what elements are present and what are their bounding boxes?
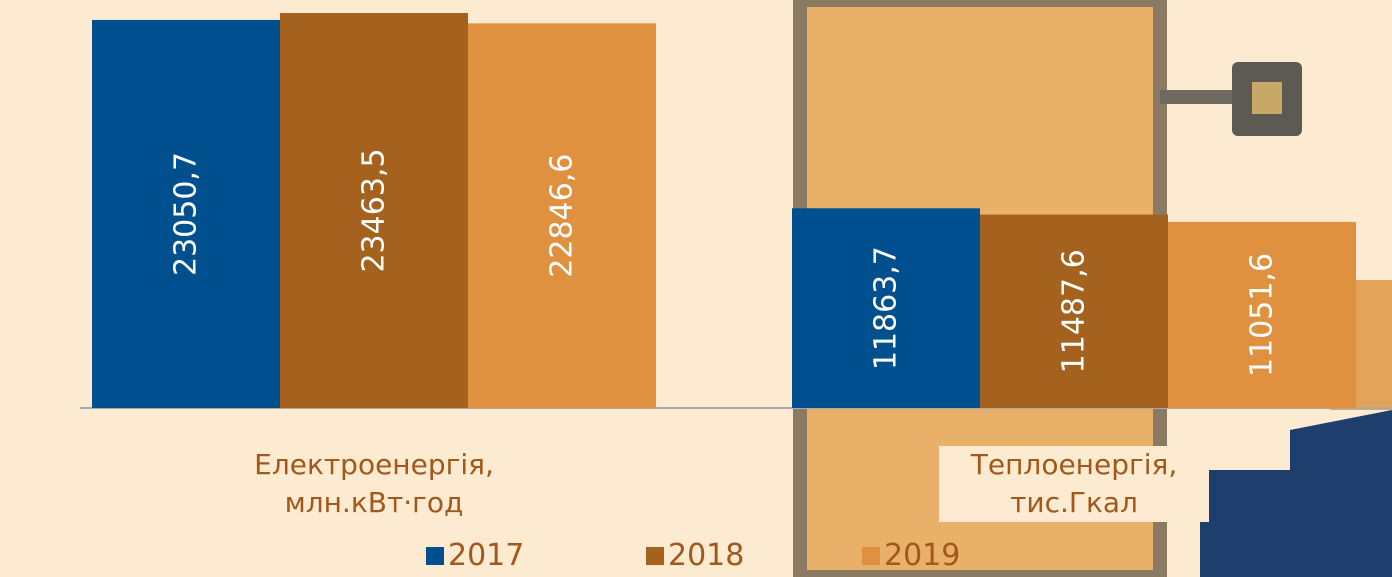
bar bbox=[92, 19, 280, 409]
legend-label: 2017 bbox=[448, 538, 525, 573]
bar bbox=[980, 214, 1168, 408]
legend-label: 2019 bbox=[884, 538, 961, 573]
legend-item: 2019 bbox=[862, 538, 960, 573]
legend-swatch bbox=[426, 546, 444, 565]
bg-node-core bbox=[1252, 82, 1282, 114]
bar-value-label: 11487,6 bbox=[1057, 249, 1092, 373]
bar bbox=[280, 13, 468, 408]
bar bbox=[792, 208, 980, 408]
legend-swatch bbox=[862, 546, 880, 565]
legend-swatch bbox=[646, 546, 664, 565]
legend-item: 2017 bbox=[426, 538, 524, 573]
bar-value-label: 23463,5 bbox=[357, 148, 392, 272]
x-category-label: Теплоенергія, тис.Гкал bbox=[939, 446, 1209, 522]
bar bbox=[1168, 221, 1356, 408]
bar-value-label: 11051,6 bbox=[1245, 253, 1280, 377]
bg-connector bbox=[1160, 90, 1240, 104]
x-category-label: Електроенергія, млн.кВт·год bbox=[254, 448, 494, 519]
legend-label: 2018 bbox=[668, 538, 745, 573]
legend-item: 2018 bbox=[646, 538, 744, 573]
bg-dark bbox=[1200, 410, 1392, 577]
bar-value-label: 23050,7 bbox=[169, 152, 204, 276]
bar-value-label: 22846,6 bbox=[545, 154, 580, 278]
bar bbox=[468, 23, 656, 408]
bar-value-label: 11863,7 bbox=[869, 246, 904, 370]
